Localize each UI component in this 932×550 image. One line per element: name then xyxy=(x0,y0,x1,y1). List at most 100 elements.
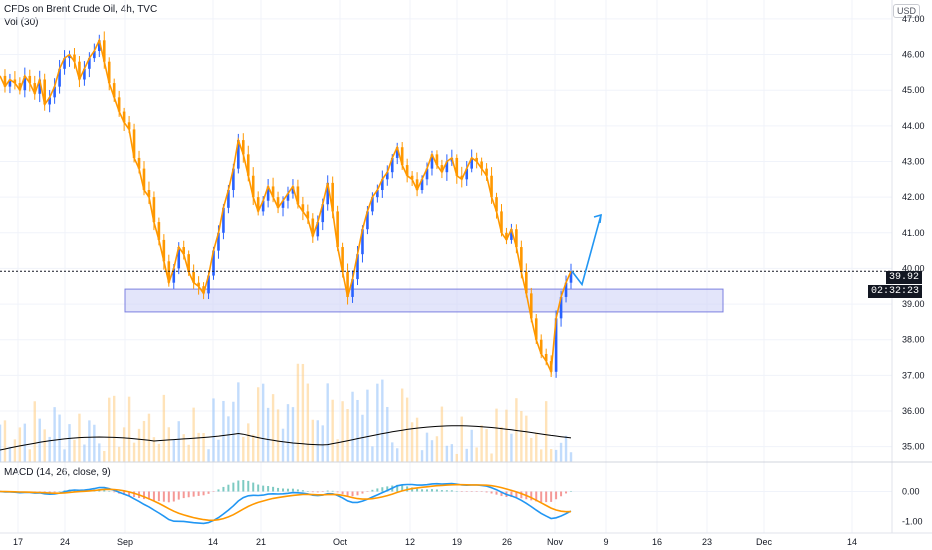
macd-histogram-bar xyxy=(555,491,558,500)
candle-body xyxy=(53,86,56,98)
volume-bar xyxy=(88,420,91,462)
volume-bar xyxy=(301,363,305,462)
macd-histogram-bar xyxy=(430,489,433,492)
candle-body xyxy=(117,97,121,112)
x-tick-label: 24 xyxy=(60,537,70,547)
volume-bar xyxy=(172,440,175,462)
volume-bar xyxy=(435,436,439,462)
candle-body xyxy=(276,197,280,208)
volume-bar xyxy=(167,427,171,462)
volume-bar xyxy=(376,383,379,462)
candle-body xyxy=(157,222,161,240)
volume-bar xyxy=(549,449,553,462)
volume-bar xyxy=(386,406,389,462)
volume-bar xyxy=(321,425,324,462)
volume-bar xyxy=(252,434,255,462)
macd-histogram-bar xyxy=(331,490,334,492)
volume-bar xyxy=(103,450,106,462)
volume-bar xyxy=(316,420,319,462)
x-tick-label: 12 xyxy=(405,537,415,547)
volume-bar xyxy=(157,443,161,462)
volume-bar xyxy=(554,449,558,462)
volume-bar xyxy=(28,449,31,462)
candle-body xyxy=(63,58,66,69)
candle-body xyxy=(301,204,305,212)
macd-histogram-bar xyxy=(386,486,389,492)
candle-body xyxy=(475,157,478,162)
volume-bar xyxy=(510,433,513,462)
candle-body xyxy=(544,353,548,362)
volume-bar xyxy=(117,446,121,462)
y-tick-label: 46.00 xyxy=(902,50,925,60)
macd-histogram-bar xyxy=(207,491,210,494)
candle-body xyxy=(227,190,230,208)
volume-bar xyxy=(544,401,548,462)
volume-bar xyxy=(68,424,71,462)
macd-histogram-bar xyxy=(227,484,230,492)
candle-body xyxy=(520,247,523,272)
y-tick-label: 40.00 xyxy=(902,263,925,273)
volume-bar xyxy=(410,422,414,462)
volume-bar xyxy=(23,423,27,462)
volume-bar xyxy=(306,383,310,462)
last-price-tag: 39.92 xyxy=(885,271,922,284)
volume-bar xyxy=(127,396,131,462)
candle-body xyxy=(316,222,320,237)
candle-body xyxy=(73,54,76,62)
macd-histogram-bar xyxy=(237,480,240,492)
volume-bar xyxy=(182,434,185,462)
candle-body xyxy=(505,232,508,240)
candle-body xyxy=(152,197,156,223)
volume-bar xyxy=(525,415,528,462)
candle-body xyxy=(554,318,558,372)
candle-body xyxy=(371,197,374,212)
candle-body xyxy=(8,79,12,87)
volume-bar xyxy=(222,400,225,462)
candle-body xyxy=(251,175,255,198)
candle-body xyxy=(212,250,215,276)
volume-bar xyxy=(227,416,230,462)
candle-body xyxy=(351,279,354,297)
candle-body xyxy=(296,186,300,205)
volume-bar xyxy=(450,444,454,462)
candles xyxy=(3,31,573,378)
volume-bar xyxy=(3,420,7,462)
volume-legend: Vol (30) xyxy=(4,17,39,28)
candle-body xyxy=(400,147,404,166)
candle-body xyxy=(470,157,473,169)
currency-button[interactable]: USD xyxy=(892,4,920,18)
candle-body xyxy=(559,296,563,319)
price-axis: 47.00 46.00 45.00 44.00 43.00 42.00 41.00 40.00… xyxy=(902,14,925,452)
volume-ma-line xyxy=(0,425,572,451)
candle-body xyxy=(232,168,235,191)
candle-body xyxy=(147,190,151,198)
candle-body xyxy=(172,268,176,283)
candle-body xyxy=(331,182,334,212)
volume-bar xyxy=(212,398,215,462)
candle-body xyxy=(68,54,71,59)
volume-bar xyxy=(261,383,265,462)
candle-body xyxy=(485,168,488,176)
candle-body xyxy=(137,157,141,169)
volume-bar xyxy=(331,399,334,462)
macd-histogram-bar xyxy=(133,491,136,498)
macd-histogram-bar xyxy=(277,487,280,492)
candle-body xyxy=(341,247,344,272)
macd-histogram-bar xyxy=(540,491,543,503)
volume-bar xyxy=(356,399,359,462)
volume-bar xyxy=(162,394,166,462)
volume-bar xyxy=(142,420,146,462)
candle-body xyxy=(326,182,330,205)
volume-bar xyxy=(564,435,568,462)
candle-body xyxy=(222,207,225,233)
volume-bar xyxy=(38,418,41,462)
candle-body xyxy=(495,197,498,212)
volume-bar xyxy=(346,409,349,462)
candle-body xyxy=(182,247,186,255)
volume-bar xyxy=(480,425,483,462)
volume-bars xyxy=(0,363,573,462)
candle-body xyxy=(480,161,483,169)
candle-body xyxy=(43,79,46,105)
volume-bar xyxy=(326,383,329,462)
